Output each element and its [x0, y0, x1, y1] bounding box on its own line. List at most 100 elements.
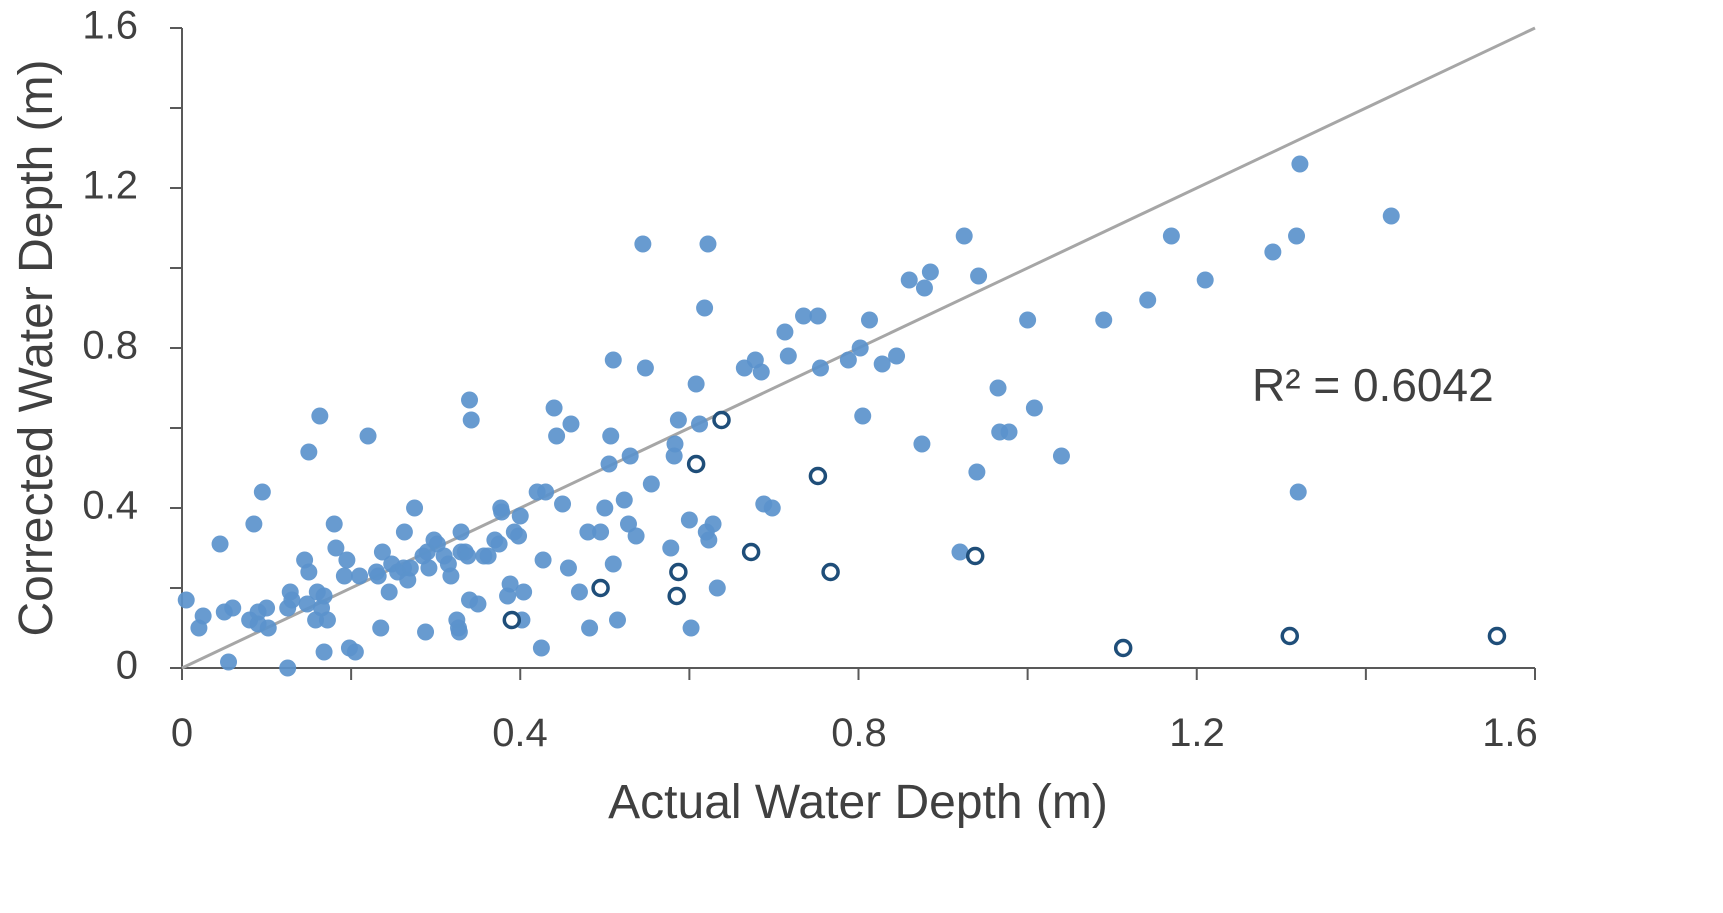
data-point	[570, 583, 588, 601]
data-point	[776, 323, 794, 341]
data-point	[177, 591, 195, 609]
data-point	[666, 435, 684, 453]
data-point	[662, 539, 680, 557]
y-tick-label: 0.8	[82, 324, 138, 368]
data-point	[532, 639, 550, 657]
y-tick-label: 0	[116, 644, 138, 688]
data-point	[279, 659, 297, 677]
data-point	[300, 563, 318, 581]
data-point	[682, 619, 700, 637]
data-point	[562, 415, 580, 433]
hollow-data-point	[502, 610, 522, 630]
data-point	[704, 515, 722, 533]
hollow-data-point	[712, 410, 731, 430]
y-tick-label: 0.4	[82, 484, 138, 528]
data-point	[691, 415, 709, 433]
x-tick-label: 0.8	[831, 711, 887, 755]
data-point	[359, 427, 377, 445]
data-point	[462, 411, 480, 429]
data-point	[968, 463, 986, 481]
data-point	[211, 535, 229, 553]
data-point	[401, 559, 419, 577]
data-point	[811, 359, 829, 377]
data-point	[634, 235, 652, 253]
data-point	[1139, 291, 1157, 309]
data-point	[795, 307, 813, 325]
data-point	[579, 523, 597, 541]
data-point	[989, 379, 1007, 397]
data-point	[860, 311, 878, 329]
data-point	[461, 391, 479, 409]
data-point	[1095, 311, 1113, 329]
data-point	[537, 483, 555, 501]
data-point	[490, 535, 508, 553]
data-point	[955, 227, 973, 245]
data-point	[442, 567, 460, 585]
r-squared-annotation: R² = 0.6042	[1252, 359, 1494, 411]
y-tick-label: 1.6	[82, 4, 138, 48]
data-point	[596, 499, 614, 517]
data-point	[335, 567, 353, 585]
data-point	[951, 543, 969, 561]
data-point	[1000, 423, 1018, 441]
data-point	[888, 347, 906, 365]
x-tick-label: 0.4	[492, 711, 548, 755]
data-point	[406, 499, 424, 517]
data-point	[511, 507, 529, 525]
hollow-data-point	[1280, 626, 1300, 646]
data-point	[615, 491, 633, 509]
data-point	[459, 547, 477, 565]
data-point	[338, 551, 356, 569]
data-point	[779, 347, 797, 365]
data-point	[373, 543, 391, 561]
data-point	[627, 527, 645, 545]
data-point	[315, 587, 333, 605]
y-tick-label: 1.2	[82, 164, 138, 208]
data-point	[417, 623, 435, 641]
data-point	[752, 363, 770, 381]
data-point	[1019, 311, 1037, 329]
x-axis: 0 0.4 0.8 1.2 1.6	[171, 667, 1538, 755]
data-point	[298, 595, 316, 613]
data-point	[873, 355, 891, 373]
data-point	[900, 271, 918, 289]
data-points	[177, 155, 1507, 677]
data-point	[809, 307, 827, 325]
data-point	[452, 523, 470, 541]
data-point	[283, 591, 301, 609]
data-point	[1264, 243, 1282, 261]
data-point	[696, 299, 714, 317]
data-point	[493, 503, 511, 521]
data-point	[318, 611, 336, 629]
data-point	[325, 515, 343, 533]
data-point	[548, 427, 566, 445]
hollow-data-point	[667, 586, 686, 606]
data-point	[469, 595, 487, 613]
data-point	[669, 411, 687, 429]
data-point	[621, 447, 639, 465]
data-point	[687, 375, 705, 393]
hollow-data-point	[965, 546, 985, 566]
data-point	[220, 653, 238, 671]
data-point	[1162, 227, 1180, 245]
data-point	[346, 643, 364, 661]
data-point	[1052, 447, 1070, 465]
x-axis-ticks	[181, 668, 1536, 680]
data-point	[420, 559, 438, 577]
hollow-data-point	[669, 562, 688, 582]
hollow-data-point	[821, 562, 840, 582]
y-tick-labels: 0 0.4 0.8 1.2 1.6	[82, 4, 138, 688]
data-point	[608, 611, 626, 629]
data-point	[534, 551, 552, 569]
data-point	[915, 279, 933, 297]
data-point	[351, 567, 369, 585]
data-point	[581, 619, 599, 637]
hollow-data-point	[1487, 626, 1507, 646]
hollow-data-point	[591, 578, 610, 598]
data-point	[369, 567, 387, 585]
data-point	[554, 495, 572, 513]
data-point	[194, 607, 212, 625]
data-point	[680, 511, 698, 529]
data-point	[970, 267, 988, 285]
data-point	[501, 575, 519, 593]
